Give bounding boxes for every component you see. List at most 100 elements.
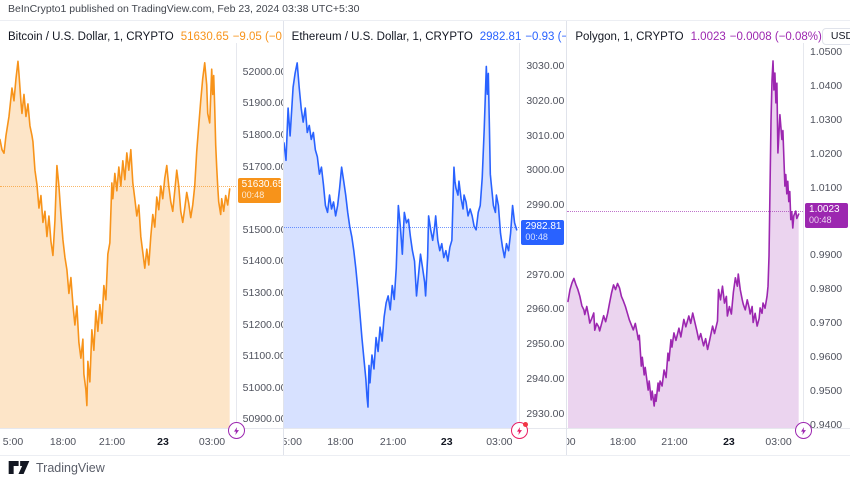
last-price-badge: 51630.65 00:48 [237, 178, 283, 203]
symbol-title[interactable]: Ethereum / U.S. Dollar, 1, CRYPTO [291, 30, 473, 43]
prev-close-line [0, 186, 236, 188]
price-series-polygon [567, 60, 800, 428]
price-tick-label: 3010.00 [526, 129, 565, 142]
time-tick-label: 18:00 [49, 436, 77, 448]
time-tick-label: 18:00 [609, 436, 636, 448]
last-price-group: 1.0023 −0.0008 (−0.08%) [691, 31, 822, 43]
price-tick-label: 1.0300 [810, 113, 843, 126]
prev-close-line [283, 227, 520, 229]
price-tick-label: 51200.00 [242, 318, 283, 331]
chart-panel-polygon: Polygon, 1, CRYPTO 1.0023 −0.0008 (−0.08%… [566, 21, 850, 455]
time-tick-label: 23 [440, 436, 453, 448]
price-series-bitcoin [0, 60, 231, 428]
last-price-group: 51630.65−9.05 (−0.02%) [181, 31, 283, 43]
badge-countdown: 00:48 [241, 190, 265, 200]
lightning-icon [233, 426, 239, 435]
time-tick-label: 21:00 [98, 436, 126, 448]
time-tick-label: 21:00 [379, 436, 407, 448]
tradingview-logo-icon [8, 461, 30, 474]
price-tick-label: 0.9800 [810, 283, 843, 296]
last-price: 2982.81 [479, 30, 522, 43]
price-tick-label: 51300.00 [242, 286, 283, 299]
price-tick-label: 3000.00 [526, 164, 565, 177]
chart-header: Polygon, 1, CRYPTO 1.0023 −0.0008 (−0.08%… [567, 21, 850, 47]
price-tick-label: 1.0200 [810, 147, 843, 160]
price-tick-label: 51700.00 [242, 160, 283, 173]
flash-boost-button[interactable] [511, 422, 529, 439]
symbol-title[interactable]: Bitcoin / U.S. Dollar, 1, CRYPTO [8, 30, 174, 43]
price-tick-label: 0.9600 [810, 350, 843, 363]
chart-header: Ethereum / U.S. Dollar, 1, CRYPTO 2982.8… [284, 21, 567, 47]
chart-plot-area[interactable] [283, 48, 529, 439]
price-tick-label: 2950.00 [526, 338, 565, 351]
price-tick-label: 2990.00 [526, 199, 565, 211]
price-scale[interactable]: 3040.003030.003020.003010.003000.002990.… [519, 43, 566, 428]
price-series-ethereum [283, 62, 518, 428]
prev-close-line [567, 211, 804, 213]
lightning-icon [801, 426, 806, 435]
chart-plot-area[interactable] [0, 48, 245, 439]
time-tick-label: 03:00 [765, 436, 792, 448]
price-tick-label: 51100.00 [242, 350, 283, 363]
price-tick-label: 1.0400 [810, 80, 843, 93]
time-tick-label: 03:00 [486, 436, 513, 448]
time-tick-label: :00 [567, 436, 576, 448]
price-tick-label: 51800.00 [242, 129, 283, 141]
lightning-icon [517, 426, 523, 435]
badge-price: 51630.65 [241, 179, 283, 190]
last-price: 1.0023 [690, 30, 726, 43]
time-tick-label: 03:00 [198, 436, 226, 448]
price-tick-label: 2970.00 [526, 268, 565, 281]
time-tick-label: 21:00 [661, 436, 688, 448]
last-price-badge: 2982.81 00:48 [521, 219, 565, 245]
time-tick-label: 23 [157, 436, 169, 448]
price-scale[interactable]: 52100.00 52000.00 51900.00 51800.00 51700.00… [235, 43, 283, 428]
price-tick-label: 2930.00 [526, 407, 565, 420]
badge-countdown: 00:48 [809, 215, 832, 226]
time-tick-label: 18:00 [327, 436, 354, 448]
badge-countdown: 00:48 [525, 231, 548, 242]
notification-dot [523, 422, 529, 427]
time-tick-label: 5:00 [2, 436, 24, 448]
price-tick-label: 50900.00 [242, 413, 283, 426]
price-change: −9.05 (−0.02%) [232, 30, 283, 43]
price-tick-label: 51900.00 [242, 97, 283, 110]
chart-panel-ethereum: Ethereum / U.S. Dollar, 1, CRYPTO 2982.8… [282, 21, 567, 455]
footer-bar: TradingView [0, 455, 850, 479]
price-tick-label: 52100.00 [243, 43, 283, 46]
price-change: −0.93 (−0.03%) [525, 30, 566, 43]
price-change: −0.0008 (−0.08%) [729, 30, 822, 43]
tradingview-logo-link[interactable]: TradingView [7, 461, 105, 475]
price-tick-label: 3030.00 [526, 59, 565, 72]
price-tick-label: 0.9700 [810, 316, 843, 329]
price-tick-label: 0.9900 [810, 249, 843, 262]
price-tick-label: 0.9500 [810, 384, 843, 397]
price-tick-label: 0.9400 [810, 418, 843, 428]
chart-panel-bitcoin: Bitcoin / U.S. Dollar, 1, CRYPTO 51630.6… [0, 21, 283, 455]
price-scale[interactable]: 1.0500 1.0400 1.0300 1.0200 1.0100 0.9900 0.98… [803, 43, 850, 428]
attribution-text: BeInCrypto1 published on TradingView.com… [8, 3, 360, 15]
flash-boost-button[interactable] [227, 422, 245, 439]
chart-plot-area[interactable] [567, 48, 813, 439]
price-tick-label: 1.0500 [810, 46, 843, 59]
currency-toggle-button[interactable]: USD [821, 28, 850, 45]
last-price-group: 2982.81−0.93 (−0.03%) [480, 31, 567, 43]
chart-header: Bitcoin / U.S. Dollar, 1, CRYPTO 51630.6… [0, 21, 283, 47]
price-tick-label: 52000.00 [242, 65, 283, 78]
last-price-badge: 1.0023 00:48 [805, 203, 849, 229]
price-tick-label: 3020.00 [526, 94, 565, 107]
price-tick-label: 51500.00 [242, 223, 283, 236]
price-tick-label: 51400.00 [242, 255, 283, 268]
price-tick-label: 2960.00 [526, 303, 565, 316]
price-tick-label: 2940.00 [526, 372, 565, 385]
badge-price: 1.0023 [809, 204, 840, 216]
price-tick-label: 51000.00 [242, 381, 283, 394]
time-tick-label: 23 [723, 436, 735, 448]
last-price: 51630.65 [180, 30, 229, 43]
tradingview-logo-text: TradingView [36, 460, 105, 475]
flash-boost-button[interactable] [795, 422, 813, 439]
charts-row: Bitcoin / U.S. Dollar, 1, CRYPTO 51630.6… [0, 20, 850, 455]
symbol-title[interactable]: Polygon, 1, CRYPTO [575, 30, 684, 43]
time-tick-label: 5:00 [282, 436, 302, 448]
